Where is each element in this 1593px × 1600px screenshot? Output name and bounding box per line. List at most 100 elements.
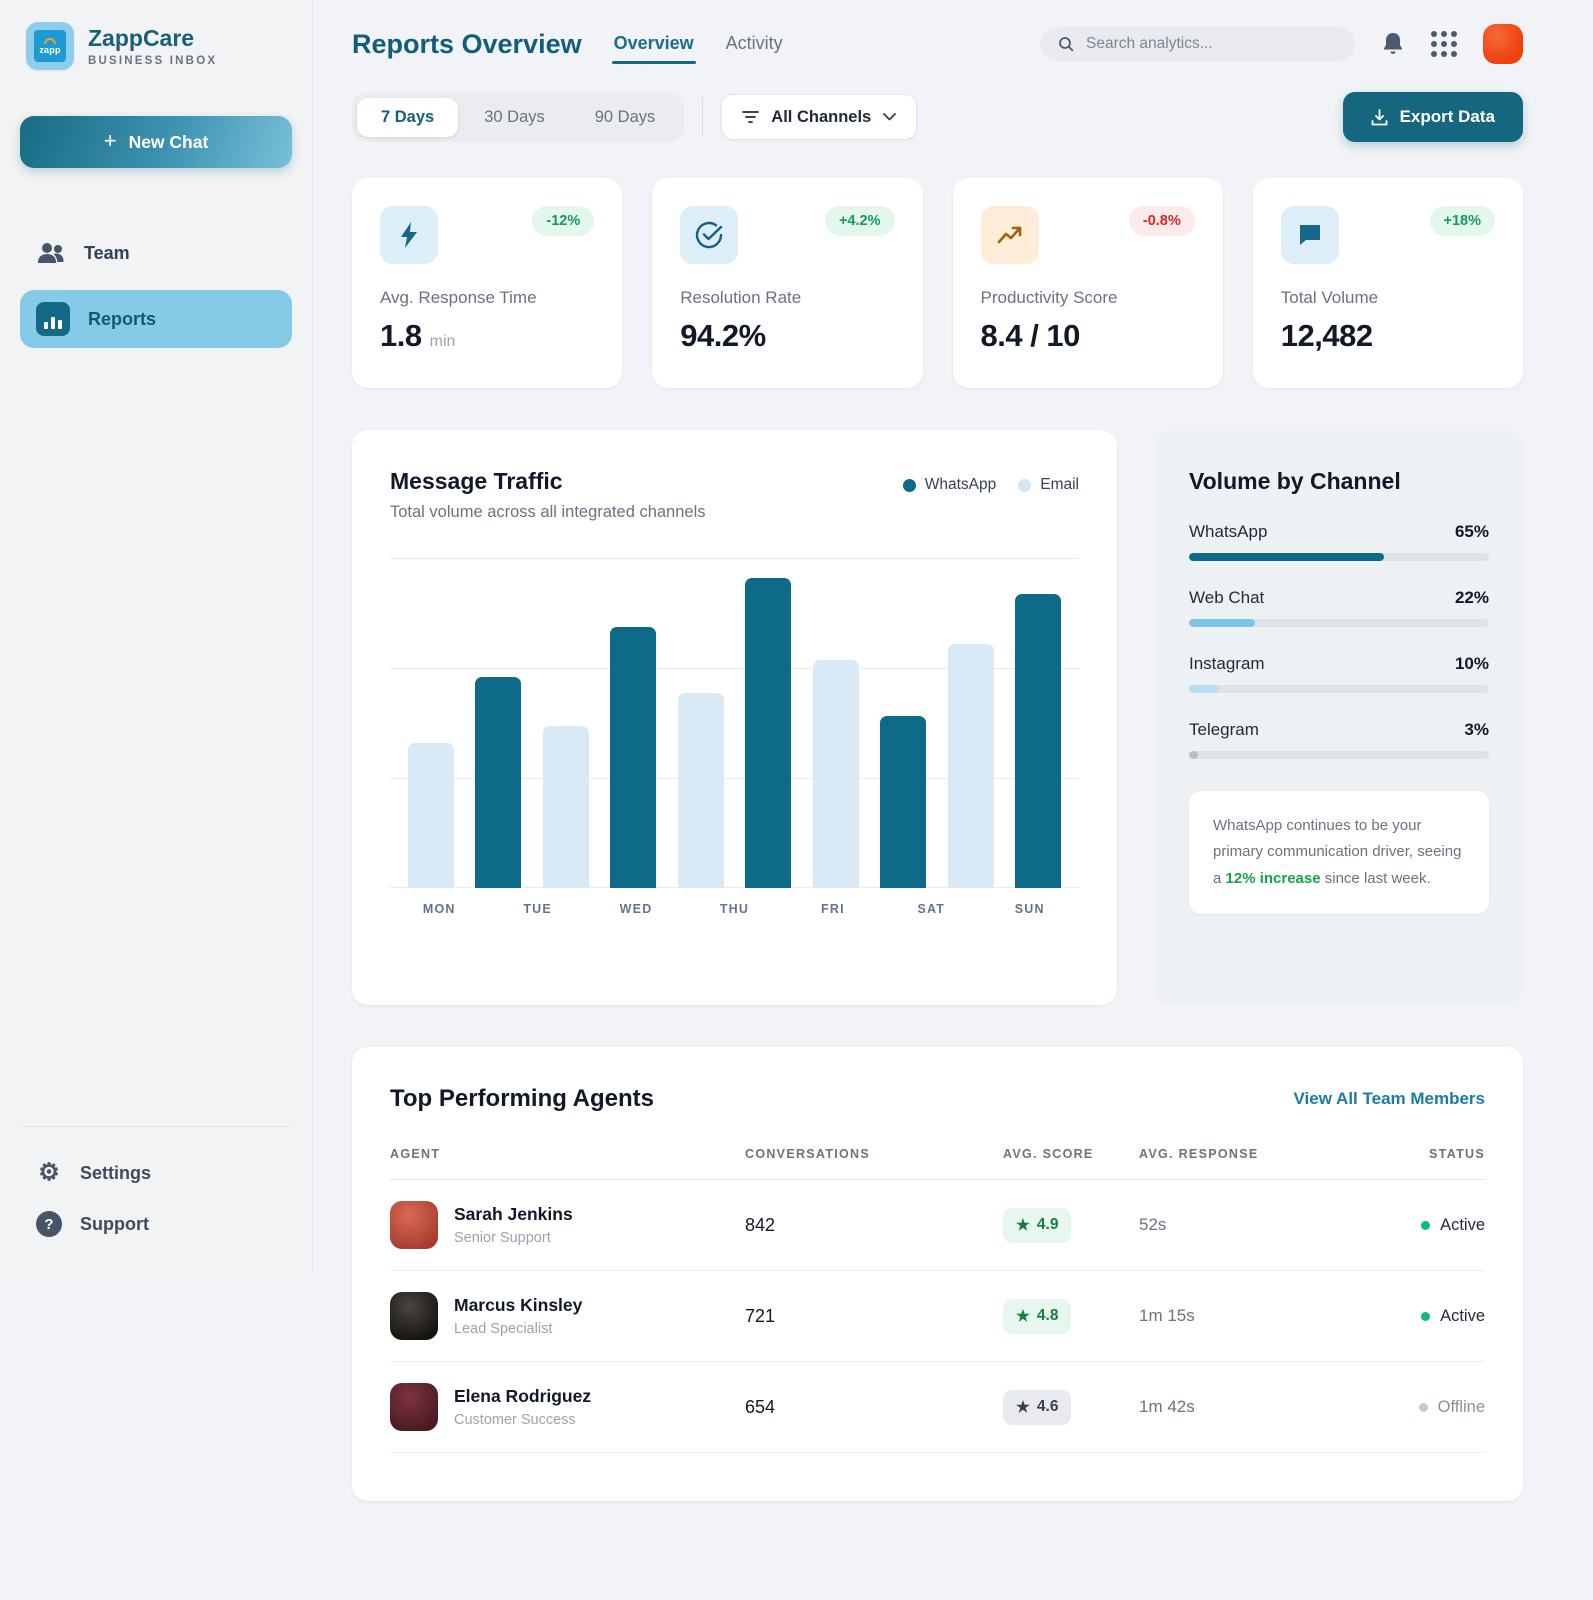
column-header: AGENT <box>390 1147 441 1161</box>
search-bar[interactable] <box>1040 27 1355 61</box>
kpi-card-response-time: -12% Avg. Response Time 1.8 min <box>352 178 623 388</box>
star-icon: ★ <box>1016 1216 1030 1234</box>
score-badge: ★ 4.6 <box>1003 1389 1072 1425</box>
range-button[interactable]: 30 Days <box>460 98 569 137</box>
logo-text: zapp <box>39 44 61 55</box>
column-header: AVG. RESPONSE <box>1139 1147 1259 1161</box>
channel-row: Web Chat 22% <box>1189 588 1489 627</box>
channel-name: WhatsApp <box>1189 522 1268 541</box>
download-icon <box>1371 108 1387 125</box>
range-button[interactable]: 7 Days <box>357 97 459 137</box>
channel-percent: 22% <box>1454 588 1489 607</box>
range-label: 90 Days <box>594 107 656 126</box>
topbar: Reports Overview Overview Activity <box>352 0 1523 64</box>
star-icon: ★ <box>1016 1307 1030 1325</box>
new-chat-button[interactable]: + New Chat <box>20 116 292 168</box>
channel-filter-dropdown[interactable]: All Channels <box>721 94 918 140</box>
tab[interactable]: Activity <box>724 27 785 64</box>
progress-track <box>1189 685 1489 693</box>
agent-avatar <box>390 1201 438 1249</box>
legend-item: WhatsApp <box>902 476 996 494</box>
kpi-cards: -12% Avg. Response Time 1.8 min +4.2% Re… <box>352 178 1523 388</box>
insight-text: WhatsApp continues to be your primary co… <box>1213 817 1462 887</box>
chevron-down-icon <box>883 113 897 121</box>
kpi-label: Productivity Score <box>980 288 1118 307</box>
progress-fill <box>1189 619 1255 627</box>
progress-fill <box>1189 685 1219 693</box>
plus-icon: + <box>103 128 117 153</box>
page-title: Reports Overview <box>352 28 582 59</box>
response-time-value: 1m 42s <box>1139 1397 1195 1416</box>
sidebar-item-support[interactable]: ? Support <box>20 1203 292 1245</box>
grid-icon <box>1431 31 1457 57</box>
x-axis-label: THU <box>719 902 750 916</box>
x-axis-label: FRI <box>821 902 845 916</box>
status-dot-icon <box>1421 1220 1431 1230</box>
agent-role: Senior Support <box>454 1230 551 1246</box>
kpi-card-total-volume: +18% Total Volume 12,482 <box>1252 178 1523 388</box>
user-avatar[interactable] <box>1483 24 1523 64</box>
bell-icon <box>1384 33 1402 54</box>
response-time-value: 1m 15s <box>1139 1306 1195 1325</box>
kpi-delta-badge: -0.8% <box>1128 206 1195 236</box>
score-badge: ★ 4.8 <box>1003 1298 1072 1334</box>
table-row[interactable]: Elena Rodriguez Customer Success 654 ★ 4… <box>390 1362 1485 1453</box>
gridline <box>390 667 1079 669</box>
sidebar-footer: ⚙ Settings ? Support <box>20 1126 292 1245</box>
range-label: 7 Days <box>381 107 435 126</box>
export-data-button[interactable]: Export Data <box>1342 92 1523 142</box>
volume-panel-title: Volume by Channel <box>1189 468 1401 494</box>
tab-label: Activity <box>725 32 783 53</box>
chart-bar <box>408 742 454 888</box>
search-input[interactable] <box>1086 35 1337 53</box>
brand: zapp ZappCare BUSINESS INBOX <box>20 22 292 70</box>
gear-icon: ⚙ <box>38 1159 60 1186</box>
kpi-label: Avg. Response Time <box>380 288 537 307</box>
app-logo-icon: zapp <box>26 22 74 70</box>
filter-row: 7 Days 30 Days 90 Days <box>352 92 1523 142</box>
status-dot-icon <box>1421 1311 1431 1321</box>
kpi-value: 94.2% <box>680 318 766 353</box>
sidebar-item-team[interactable]: Team <box>20 224 292 282</box>
x-axis-label: TUE <box>523 902 552 916</box>
tab[interactable]: Overview <box>611 27 696 64</box>
progress-track <box>1189 619 1489 627</box>
charts-row: Message Traffic Total volume across all … <box>352 430 1523 1005</box>
apps-grid-button[interactable] <box>1431 31 1457 57</box>
notifications-button[interactable] <box>1381 31 1405 57</box>
date-range-segmented-control: 7 Days 30 Days 90 Days <box>352 92 685 142</box>
channel-percent: 65% <box>1454 522 1489 541</box>
column-header: AVG. SCORE <box>1003 1147 1094 1161</box>
agent-avatar <box>390 1292 438 1340</box>
legend-label: Email <box>1040 476 1079 493</box>
table-row[interactable]: Marcus Kinsley Lead Specialist 721 ★ 4.8… <box>390 1271 1485 1362</box>
gridline <box>390 558 1079 559</box>
status-badge: Active <box>1417 1307 1485 1326</box>
agent-role: Lead Specialist <box>454 1321 553 1337</box>
status-text: Offline <box>1437 1397 1485 1416</box>
table-row[interactable]: Sarah Jenkins Senior Support 842 ★ 4.9 5… <box>390 1180 1485 1271</box>
view-all-team-members-link[interactable]: View All Team Members <box>1293 1089 1485 1108</box>
agent-cell: Sarah Jenkins Senior Support <box>390 1201 745 1249</box>
channel-row: WhatsApp 65% <box>1189 522 1489 561</box>
chart-bar <box>812 660 859 888</box>
sidebar-item-reports[interactable]: Reports <box>20 290 292 348</box>
topbar-actions <box>1040 24 1523 64</box>
status-badge: Active <box>1417 1216 1485 1235</box>
channel-name: Instagram <box>1189 654 1265 673</box>
column-header: CONVERSATIONS <box>745 1147 871 1161</box>
sidebar-item-settings[interactable]: ⚙ Settings <box>20 1153 292 1193</box>
search-icon <box>1059 37 1074 52</box>
agent-name: Elena Rodriguez <box>454 1386 592 1406</box>
chart-bars <box>408 558 1061 888</box>
insight-note: WhatsApp continues to be your primary co… <box>1189 791 1489 914</box>
trending-up-icon <box>980 206 1039 264</box>
users-icon <box>38 243 64 263</box>
chart-legend: WhatsApp Email <box>902 476 1079 494</box>
status-text: Active <box>1440 1306 1485 1325</box>
chart-bar <box>880 716 927 888</box>
agent-avatar <box>390 1383 438 1431</box>
score-value: 4.9 <box>1036 1216 1059 1233</box>
range-button[interactable]: 90 Days <box>571 98 680 137</box>
